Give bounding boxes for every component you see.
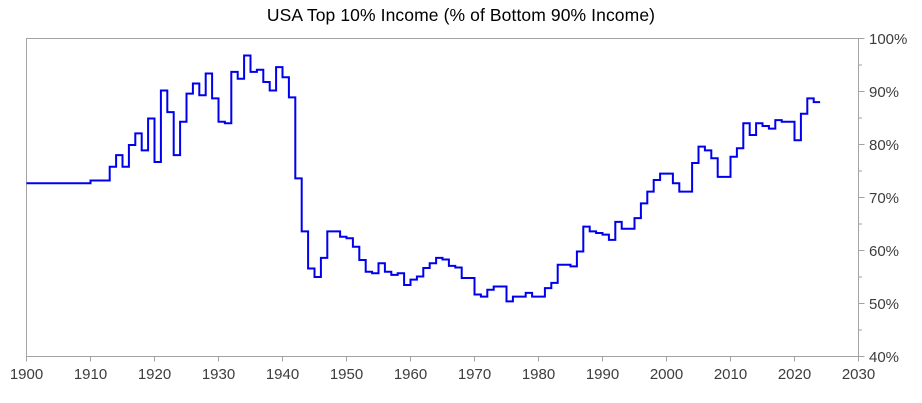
y-axis-tick-label: 40% [869, 349, 899, 366]
x-axis-tick-label: 1950 [330, 366, 363, 383]
x-axis-tick-label: 2020 [778, 366, 811, 383]
x-axis-tick-label: 2030 [842, 366, 875, 383]
plot-frame [26, 38, 859, 357]
x-axis-tick-label: 2000 [650, 366, 683, 383]
y-axis-tick-label: 60% [869, 243, 899, 260]
y-axis-tick-label: 90% [869, 84, 899, 101]
y-axis-tick-label: 80% [869, 137, 899, 154]
income-ratio-step-line [26, 54, 821, 303]
chart-title: USA Top 10% Income (% of Bottom 90% Inco… [266, 5, 656, 25]
x-axis-tick-label: 1910 [74, 366, 107, 383]
x-axis-tick-label: 1960 [394, 366, 427, 383]
x-axis-tick-label: 2010 [714, 366, 747, 383]
y-axis-tick-label: 70% [869, 190, 899, 207]
x-axis-tick-label: 1970 [458, 366, 491, 383]
x-axis-tick-label: 1930 [202, 366, 235, 383]
x-axis-tick-label: 1990 [586, 366, 619, 383]
y-axis-tick-label: 100% [869, 31, 907, 48]
y-axis-tick-label: 50% [869, 296, 899, 313]
x-axis-tick-label: 1920 [138, 366, 171, 383]
x-axis-tick-label: 1900 [10, 366, 43, 383]
x-axis-tick-label: 1940 [266, 366, 299, 383]
x-axis-tick-label: 1980 [522, 366, 555, 383]
